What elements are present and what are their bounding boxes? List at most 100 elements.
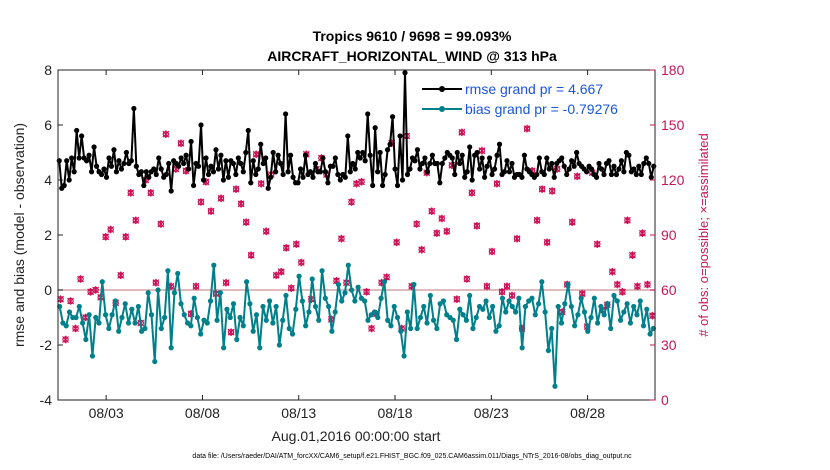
y2-tick-label: 120 (661, 172, 685, 188)
rmse-point (113, 169, 120, 175)
bias-point (594, 320, 601, 326)
obs-assimilated-point (358, 178, 365, 186)
rmse-point (215, 166, 222, 172)
bias-point (96, 320, 102, 326)
rmse-point (275, 152, 281, 158)
rmse-point (335, 171, 341, 178)
rmse-point (91, 144, 97, 150)
rmse-point (489, 171, 495, 178)
bias-point (125, 320, 132, 326)
rmse-point (462, 174, 468, 180)
obs-assimilated-point (538, 185, 546, 193)
rmse-point (101, 166, 107, 172)
rmse-point (295, 180, 301, 186)
bias-point (132, 320, 138, 326)
obs-assimilated-point (639, 229, 646, 237)
rmse-point (123, 149, 130, 156)
obs-assimilated-point (543, 238, 551, 247)
bias-point (581, 309, 588, 315)
bias-point (289, 331, 296, 337)
rmse-point (290, 174, 296, 180)
rmse-point (429, 152, 435, 158)
obs-assimilated-point (363, 288, 370, 296)
rmse-point (588, 166, 595, 172)
bias-point (371, 309, 378, 315)
rmse-point (638, 171, 644, 178)
bias-point (378, 295, 384, 301)
obs-assimilated-point (453, 295, 461, 303)
bias-point (299, 298, 305, 304)
bias-point (562, 301, 568, 307)
rmse-point (307, 169, 314, 175)
rmse-point (631, 166, 637, 172)
bias-point (499, 295, 506, 301)
bias-point (637, 298, 643, 304)
obs-assimilated-point (257, 179, 265, 188)
rmse-point (300, 174, 306, 180)
rmse-point (437, 180, 443, 186)
obs-assimilated-point (418, 245, 426, 254)
bias-point (244, 279, 250, 285)
bias-point (421, 303, 427, 310)
rmse-point (651, 163, 657, 169)
rmse-point (641, 160, 647, 167)
obs-assimilated-point (508, 291, 516, 300)
rmse-point (350, 160, 356, 167)
obs-assimilated-point (217, 194, 225, 203)
rmse-point (407, 166, 413, 172)
bias-point (627, 320, 633, 326)
y-tick-label: -4 (40, 392, 53, 408)
rmse-point (352, 166, 358, 172)
x-axis-label: Aug.01,2016 00:00:00 start (272, 428, 441, 444)
bias-point (509, 303, 515, 310)
bias-point (102, 312, 109, 318)
rmse-point (598, 166, 605, 172)
rmse-point (285, 169, 291, 175)
bias-point (404, 309, 410, 315)
bias-point (480, 306, 486, 312)
y-tick-label: 0 (44, 282, 52, 298)
rmse-point (521, 152, 528, 158)
rmse-point (394, 182, 401, 189)
bias-point (224, 306, 230, 312)
rmse-point (233, 171, 239, 178)
rmse-point (457, 160, 463, 167)
rmse-point (479, 155, 485, 161)
bias-point (394, 314, 401, 321)
obs-assimilated-point (483, 282, 491, 291)
obs-assimilated-point (77, 275, 84, 283)
rmse-point (268, 174, 274, 180)
bias-point (204, 320, 210, 326)
rmse-point (397, 133, 403, 139)
bias-point (365, 317, 371, 323)
rmse-point (263, 155, 269, 161)
obs-assimilated-point (568, 218, 576, 226)
bias-point (198, 331, 204, 337)
bias-point (122, 301, 128, 307)
rmse-point (561, 163, 567, 169)
bias-point (552, 383, 558, 389)
rmse-point (220, 177, 227, 183)
x-tick-label: 08/28 (570, 405, 605, 421)
rmse-point (571, 163, 577, 169)
bias-point (260, 303, 266, 310)
obs-assimilated-point (458, 128, 466, 137)
bias-point (401, 353, 407, 359)
bias-point (512, 309, 519, 315)
obs-assimilated-point (87, 288, 95, 296)
rmse-point (375, 169, 381, 175)
rmse-point (151, 166, 157, 172)
obs-assimilated-point (152, 278, 160, 287)
bias-point (211, 262, 217, 268)
bias-point (634, 312, 640, 318)
rmse-point (181, 160, 187, 167)
bias-point (496, 323, 502, 329)
obs-assimilated-point (122, 233, 130, 241)
bias-point (440, 298, 447, 304)
rmse-point (417, 166, 423, 172)
rmse-point (469, 177, 475, 183)
bias-point (175, 270, 181, 277)
bias-point (611, 292, 617, 299)
bias-point (647, 331, 653, 337)
rmse-point (64, 158, 70, 164)
